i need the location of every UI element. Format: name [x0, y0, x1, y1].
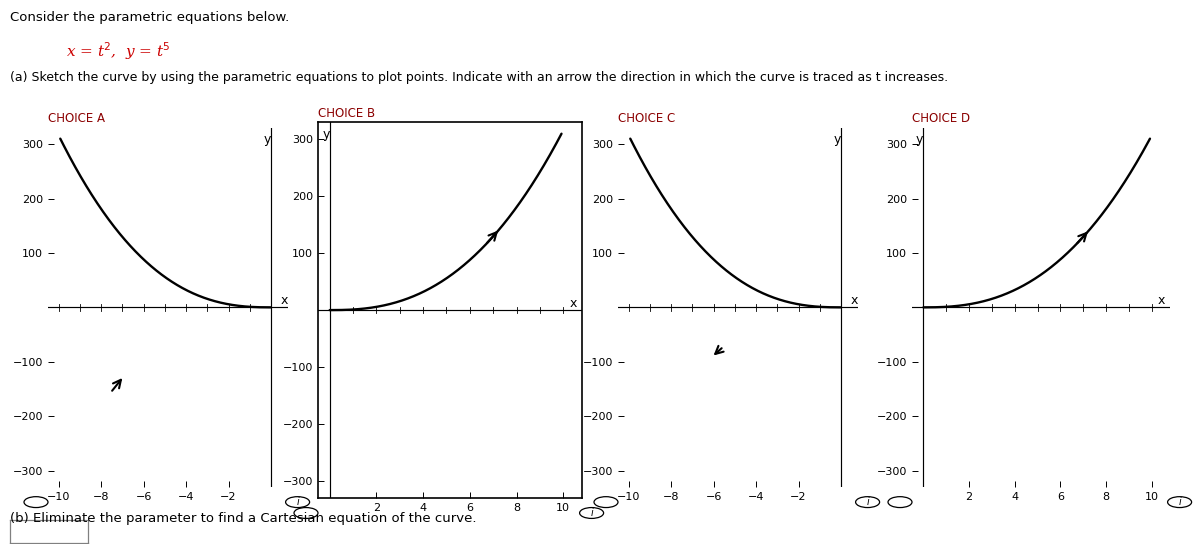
Text: i: i	[296, 497, 299, 507]
Text: i: i	[1178, 497, 1181, 507]
Text: y: y	[323, 128, 330, 141]
Text: Consider the parametric equations below.: Consider the parametric equations below.	[10, 11, 289, 24]
Text: x = t$^2$,  y = t$^5$: x = t$^2$, y = t$^5$	[66, 41, 170, 63]
Text: y: y	[264, 133, 271, 146]
Text: i: i	[866, 497, 869, 507]
Text: x: x	[570, 297, 577, 310]
Text: x: x	[1158, 294, 1165, 307]
Text: i: i	[590, 508, 593, 518]
Text: y: y	[834, 133, 841, 146]
Text: (b) Eliminate the parameter to find a Cartesian equation of the curve.: (b) Eliminate the parameter to find a Ca…	[10, 512, 476, 526]
Text: y: y	[916, 133, 924, 146]
Text: x: x	[281, 294, 288, 307]
Text: CHOICE A: CHOICE A	[48, 112, 106, 125]
Text: x: x	[851, 294, 858, 307]
Text: CHOICE C: CHOICE C	[618, 112, 676, 125]
Text: (a) Sketch the curve by using the parametric equations to plot points. Indicate : (a) Sketch the curve by using the parame…	[10, 71, 948, 84]
Text: CHOICE D: CHOICE D	[912, 112, 970, 125]
Text: CHOICE B: CHOICE B	[318, 107, 376, 120]
